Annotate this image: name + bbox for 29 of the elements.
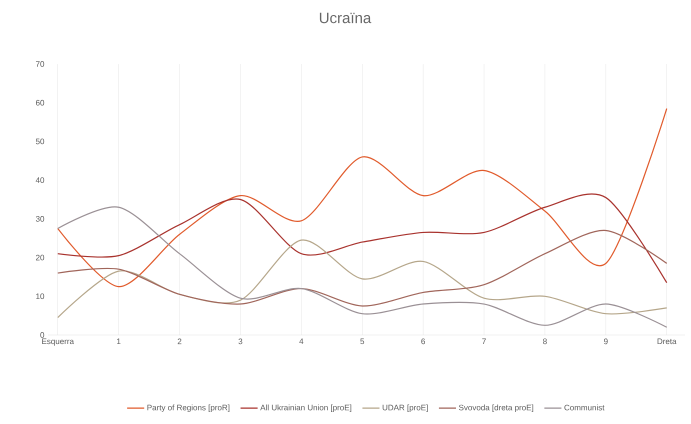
x-tick-label: 4 [299,338,304,344]
line-series [57,230,668,307]
y-tick-label: 10 [36,293,44,300]
legend-label: UDAR [proE] [382,404,428,412]
y-tick-label: 20 [36,254,44,260]
y-tick-label: 30 [36,216,44,222]
legend-label: All Ukrainian Union [proE] [260,404,352,412]
x-tick-label: Esquerra [42,338,74,346]
chart-title: Ucraïna [320,12,372,24]
legend-label: Svovoda [dreta proE] [458,404,534,412]
x-tick-label: 5 [360,338,364,344]
x-tick-label: 9 [604,338,608,344]
legend-label: Communist [564,404,604,410]
x-tick-label: 3 [238,338,242,344]
legend-label: Party of Regions [proR] [147,404,230,412]
y-tick-label: 60 [36,100,44,106]
y-tick-label: 40 [36,177,44,183]
x-tick-label: 2 [178,338,182,344]
line-series [57,206,668,328]
x-tick-label: 7 [482,338,486,344]
line-series [57,240,668,318]
y-tick-label: 0 [40,332,44,338]
y-tick-label: 50 [36,138,44,144]
x-tick-label: 6 [421,338,426,344]
x-tick-label: 8 [543,338,547,344]
x-tick-label: Dreta [658,338,677,344]
x-tick-label: 1 [117,338,120,344]
line-series [57,108,668,288]
y-tick-label: 70 [36,61,44,67]
